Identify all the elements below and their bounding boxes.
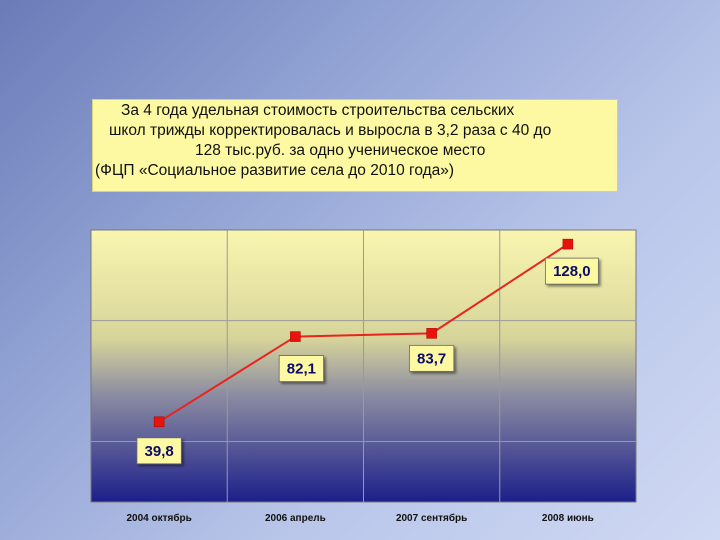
data-label-2: 82,1 <box>287 361 316 378</box>
data-point-2 <box>290 332 300 342</box>
x-tick-label-4: 2008 июнь <box>542 513 594 524</box>
data-point-1 <box>154 417 164 427</box>
data-point-3 <box>427 328 437 338</box>
data-label-1: 39,8 <box>145 443 174 460</box>
data-label-3: 83,7 <box>417 350 446 367</box>
data-point-4 <box>563 239 573 249</box>
data-label-4: 128,0 <box>553 263 591 280</box>
x-tick-label-3: 2007 сентябрь <box>396 512 467 524</box>
x-tick-label-1: 2004 октябрь <box>126 512 191 524</box>
x-tick-label-2: 2006 апрель <box>265 513 326 524</box>
